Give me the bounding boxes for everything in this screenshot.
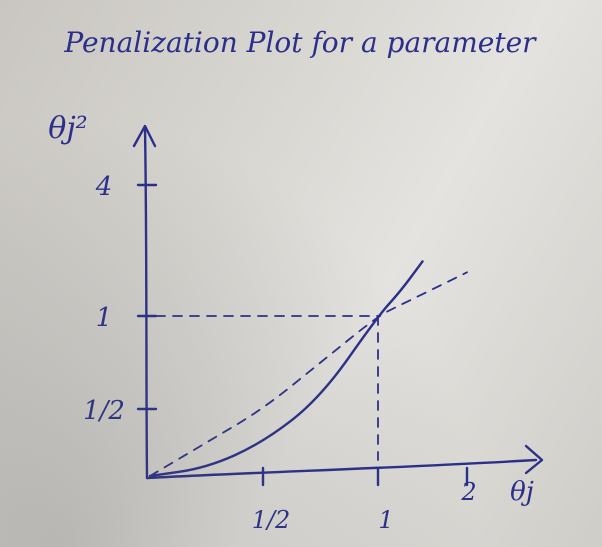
y-tick-label-1: 1 [96, 303, 113, 333]
x-tick-label-0: 1/2 [252, 506, 291, 534]
x-tick-label-1: 1 [378, 506, 393, 534]
x-tick-label-2: 2 [460, 478, 476, 506]
series-solid-curve [148, 260, 424, 478]
y-axis-line [143, 126, 149, 480]
series-dashed-curve [149, 271, 468, 477]
x-axis-label: θj [510, 477, 534, 507]
y-tick-label-2: 4 [95, 172, 113, 202]
x-axis-line [145, 458, 538, 480]
y-tick-label-0: 1/2 [83, 396, 125, 426]
y-axis-arrowhead [132, 124, 157, 148]
x-axis-arrowhead [524, 444, 544, 475]
chart-title: Penalization Plot for a parameter [63, 26, 537, 59]
y-axis-label: θj² [48, 111, 87, 146]
